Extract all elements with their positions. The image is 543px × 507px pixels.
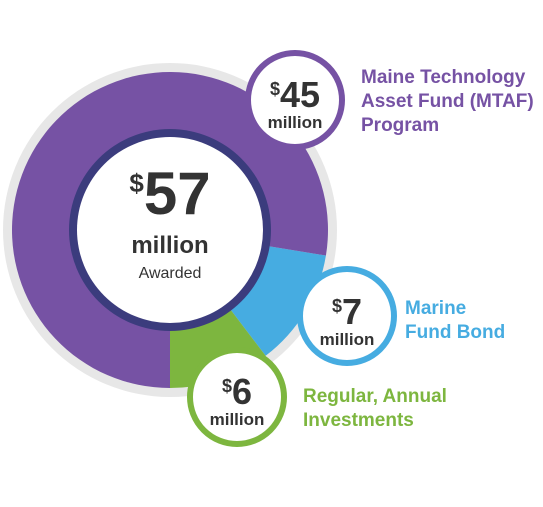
- slice-amount: 6: [232, 371, 252, 412]
- slice-currency: $: [222, 376, 232, 396]
- total-value: $57: [100, 162, 240, 226]
- slice-label-line: Investments: [303, 409, 447, 433]
- slice-label-line: Marine: [405, 297, 505, 321]
- total-caption: Awarded: [100, 264, 240, 284]
- slice-value-marine: $7 million: [302, 293, 392, 349]
- slice-amount: 7: [342, 291, 362, 332]
- total-currency: $: [129, 168, 143, 198]
- slice-label-line: Program: [361, 114, 534, 138]
- slice-label-mtaf: Maine Technology Asset Fund (MTAF) Progr…: [361, 66, 534, 138]
- slice-value-mtaf: $45 million: [250, 76, 340, 132]
- slice-label-line: Maine Technology: [361, 66, 534, 90]
- total-unit: million: [100, 232, 240, 260]
- slice-label-line: Asset Fund (MTAF): [361, 90, 534, 114]
- slice-unit: million: [250, 114, 340, 132]
- slice-value-regular: $6 million: [192, 373, 282, 429]
- slice-label-regular: Regular, Annual Investments: [303, 385, 447, 433]
- slice-unit: million: [192, 411, 282, 429]
- slice-label-marine: Marine Fund Bond: [405, 297, 505, 345]
- slice-label-line: Regular, Annual: [303, 385, 447, 409]
- slice-unit: million: [302, 331, 392, 349]
- slice-currency: $: [270, 79, 280, 99]
- slice-label-line: Fund Bond: [405, 321, 505, 345]
- slice-currency: $: [332, 296, 342, 316]
- slice-amount: 45: [280, 74, 320, 115]
- total-amount: 57: [144, 160, 211, 227]
